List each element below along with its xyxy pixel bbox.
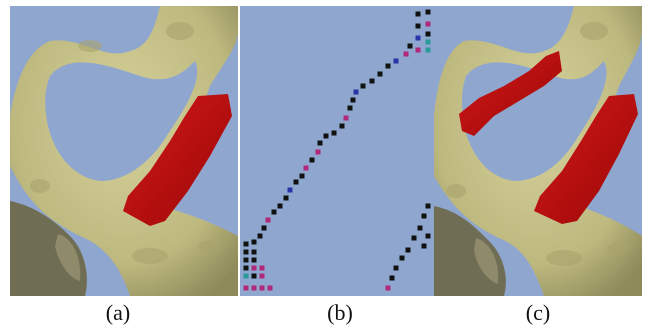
path-marker: [421, 213, 427, 219]
path-marker: [251, 265, 257, 271]
bone-opening: [45, 61, 198, 181]
caption-a: (a): [105, 300, 131, 325]
path-marker: [347, 105, 353, 111]
path-marker: [251, 273, 257, 279]
bone-texture: [30, 22, 222, 264]
path-marker: [243, 265, 249, 271]
caption-c: (c): [525, 300, 551, 325]
path-marker: [389, 275, 395, 281]
path-marker: [243, 249, 249, 255]
path-marker: [323, 133, 329, 139]
path-marker: [339, 123, 345, 129]
path-marker: [251, 249, 257, 255]
bone-shadow-facet: [55, 234, 81, 281]
path-marker: [243, 273, 249, 279]
path-marker: [403, 51, 409, 57]
path-marker: [425, 233, 431, 239]
path-marker: [283, 195, 289, 201]
bone-surface-render-a: [10, 6, 238, 296]
path-marker: [369, 78, 375, 84]
path-marker: [243, 257, 249, 263]
path-marker: [299, 173, 305, 179]
path-marker: [261, 225, 267, 231]
path-marker: [393, 58, 399, 64]
path-marker: [360, 83, 366, 89]
path-marker: [243, 241, 249, 247]
path-marker: [411, 235, 417, 241]
path-marker: [425, 21, 431, 27]
path-marker: [271, 209, 277, 215]
path-marker: [309, 157, 315, 163]
path-marker: [251, 239, 257, 245]
path-marker: [259, 273, 265, 279]
path-marker: [287, 187, 293, 193]
bone-surface-render-c: [434, 6, 642, 296]
path-marker: [385, 63, 391, 69]
path-marker: [315, 149, 321, 155]
bone-texture: [446, 22, 631, 266]
path-marker: [259, 265, 265, 271]
path-marker: [415, 23, 421, 29]
path-marker: [415, 11, 421, 17]
panel-c-render: [434, 6, 642, 296]
path-marker: [425, 203, 431, 209]
path-marker: [385, 285, 391, 291]
path-marker: [417, 225, 423, 231]
path-marker: [421, 243, 427, 249]
path-marker: [343, 115, 349, 121]
bone-shadow-facet: [474, 238, 499, 284]
path-marker: [425, 39, 431, 45]
path-marker: [377, 71, 383, 77]
path-marker: [293, 179, 299, 185]
panel-a-render: [10, 6, 238, 296]
highlighted-segment-upper: [459, 51, 562, 136]
path-map: [238, 6, 434, 296]
path-marker: [353, 89, 359, 95]
path-marker: [393, 265, 399, 271]
path-marker: [243, 285, 249, 291]
path-marker: [350, 97, 356, 103]
path-marker: [257, 233, 263, 239]
path-marker: [415, 47, 421, 53]
path-marker: [267, 285, 273, 291]
path-marker: [251, 285, 257, 291]
path-marker: [317, 140, 323, 146]
path-marker: [303, 165, 309, 171]
path-marker: [265, 217, 271, 223]
path-marker: [425, 9, 431, 15]
highlighted-segment: [123, 94, 232, 226]
path-marker: [405, 247, 411, 253]
path-marker: [331, 130, 337, 136]
path-marker: [425, 47, 431, 53]
caption-b: (b): [327, 300, 353, 325]
path-marker: [277, 203, 283, 209]
path-marker: [407, 43, 413, 49]
path-marker: [259, 285, 265, 291]
path-marker: [399, 255, 405, 261]
path-marker: [415, 35, 421, 41]
path-marker: [425, 31, 431, 37]
path-marker: [251, 257, 257, 263]
highlighted-segment-lower: [534, 94, 638, 224]
panel-b-map: [238, 6, 434, 296]
